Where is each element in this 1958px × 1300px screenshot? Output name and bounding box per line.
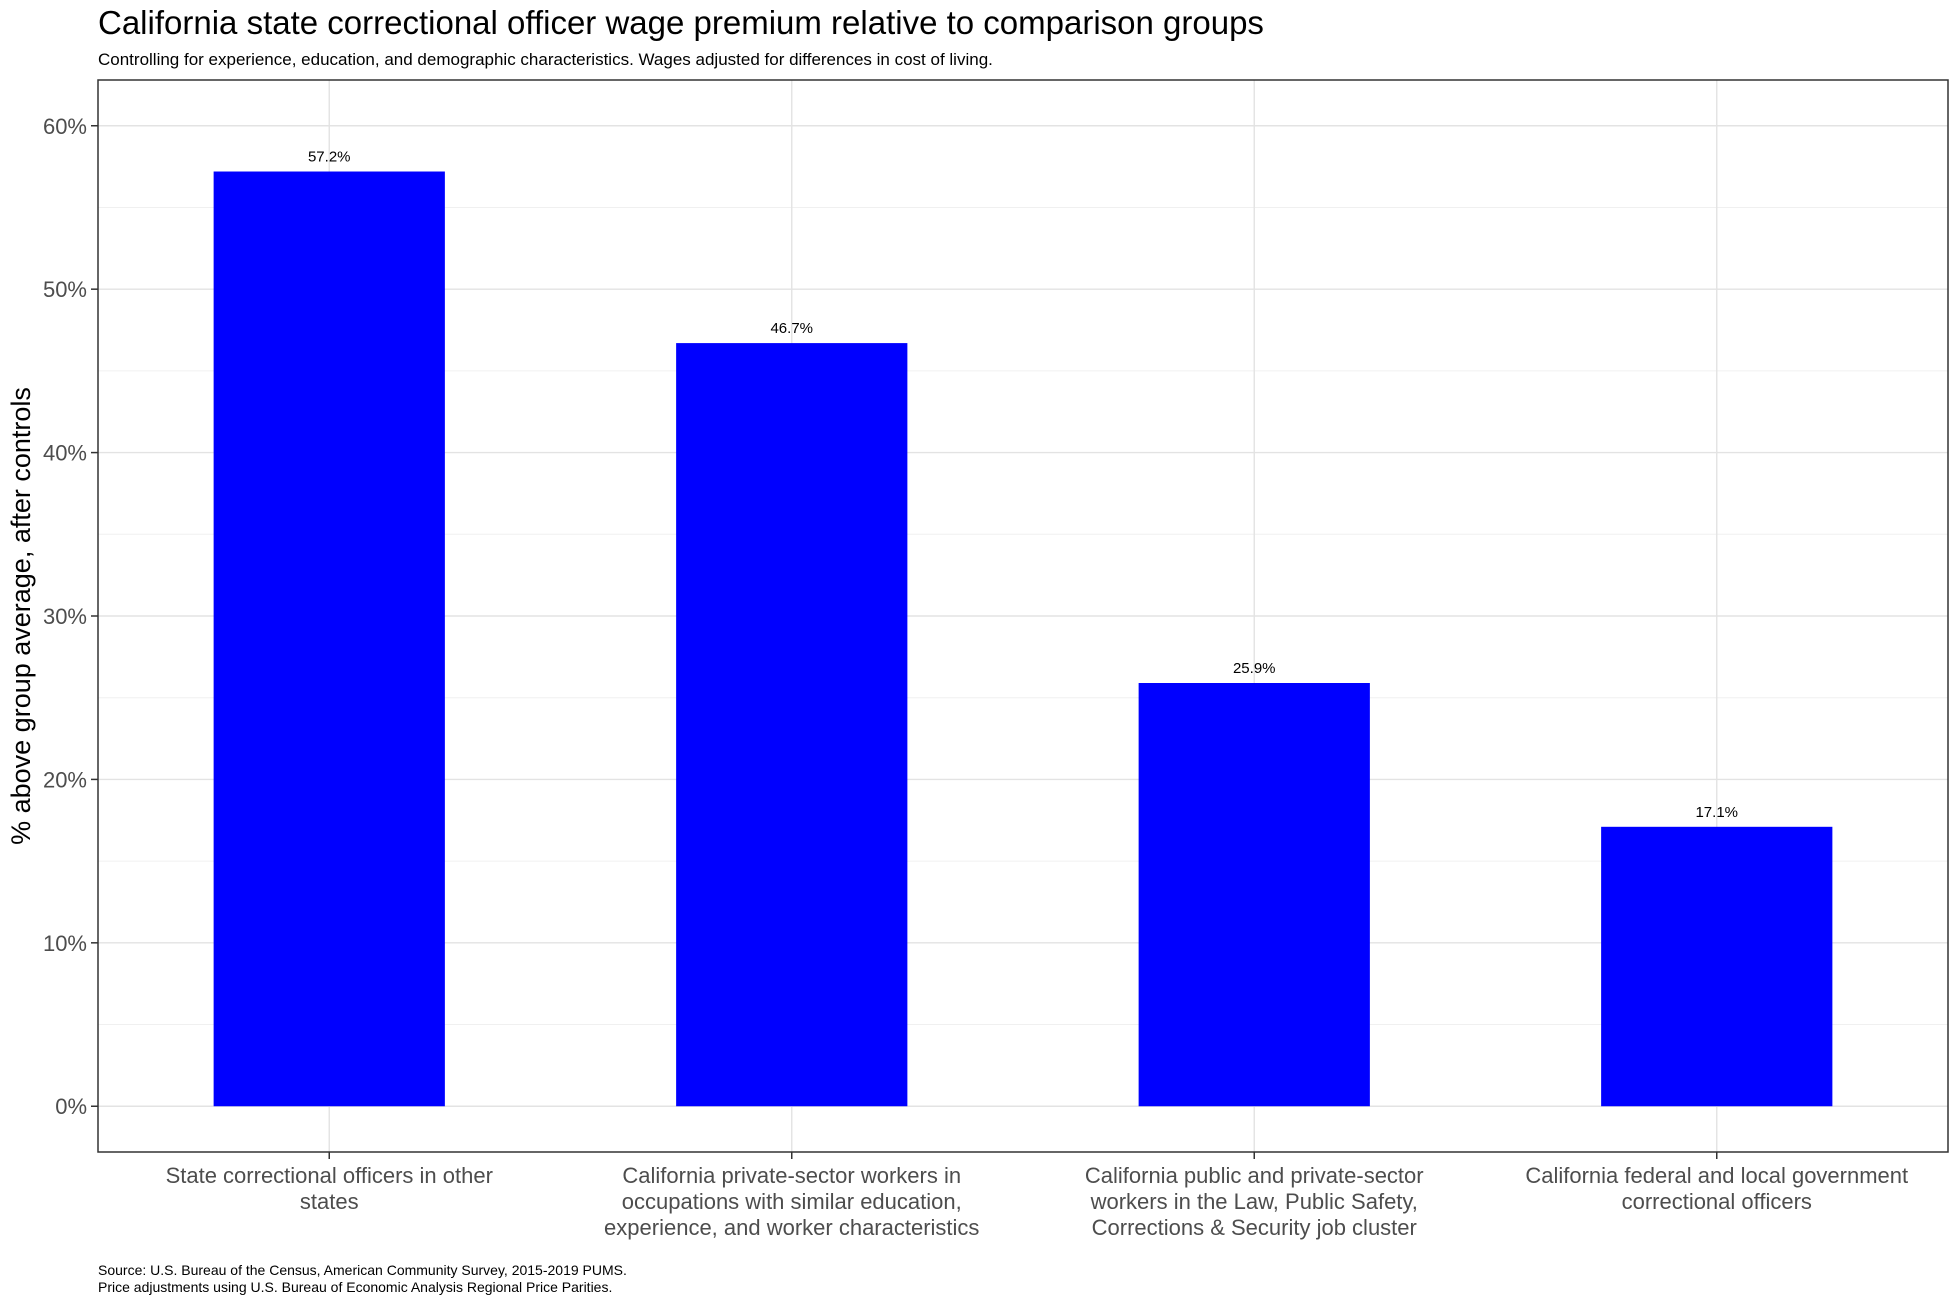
data-label: 46.7% xyxy=(770,320,813,337)
y-tick-label: 40% xyxy=(43,441,87,466)
x-tick-label: California public and private-sector work… xyxy=(1085,1163,1424,1240)
x-tick-label: California federal and local government c… xyxy=(1525,1163,1908,1214)
bar xyxy=(1601,826,1833,1107)
y-tick-label: 60% xyxy=(43,114,87,139)
source-note-secondary: Price adjustments using U.S. Bureau of E… xyxy=(98,1279,613,1295)
y-tick-label: 30% xyxy=(43,604,87,629)
x-tick-label: State correctional officers in other stat… xyxy=(166,1163,493,1214)
y-tick-label: 50% xyxy=(43,277,87,302)
bars xyxy=(213,171,1833,1107)
bar xyxy=(213,171,445,1107)
data-labels: 57.2% 46.7% 25.9% 17.1% xyxy=(308,149,1738,821)
bar xyxy=(676,343,908,1107)
y-axis-title: % above group average, after controls xyxy=(6,387,36,845)
bar xyxy=(1138,683,1370,1107)
data-label: 25.9% xyxy=(1233,660,1276,677)
x-tick-label: California private-sector workers in occu… xyxy=(604,1163,979,1240)
chart-subtitle: Controlling for experience, education, a… xyxy=(98,50,993,69)
data-label: 57.2% xyxy=(308,149,351,166)
y-tick-label: 0% xyxy=(55,1094,87,1119)
chart-title: California state correctional officer wa… xyxy=(98,4,1264,41)
source-note: Source: U.S. Bureau of the Census, Ameri… xyxy=(98,1262,627,1278)
y-tick-label: 20% xyxy=(43,767,87,792)
data-label: 17.1% xyxy=(1695,804,1738,821)
axes: 0% 10% 20% 30% 40% 50% 60% State correctional o… xyxy=(43,114,1908,1240)
y-tick-label: 10% xyxy=(43,931,87,956)
